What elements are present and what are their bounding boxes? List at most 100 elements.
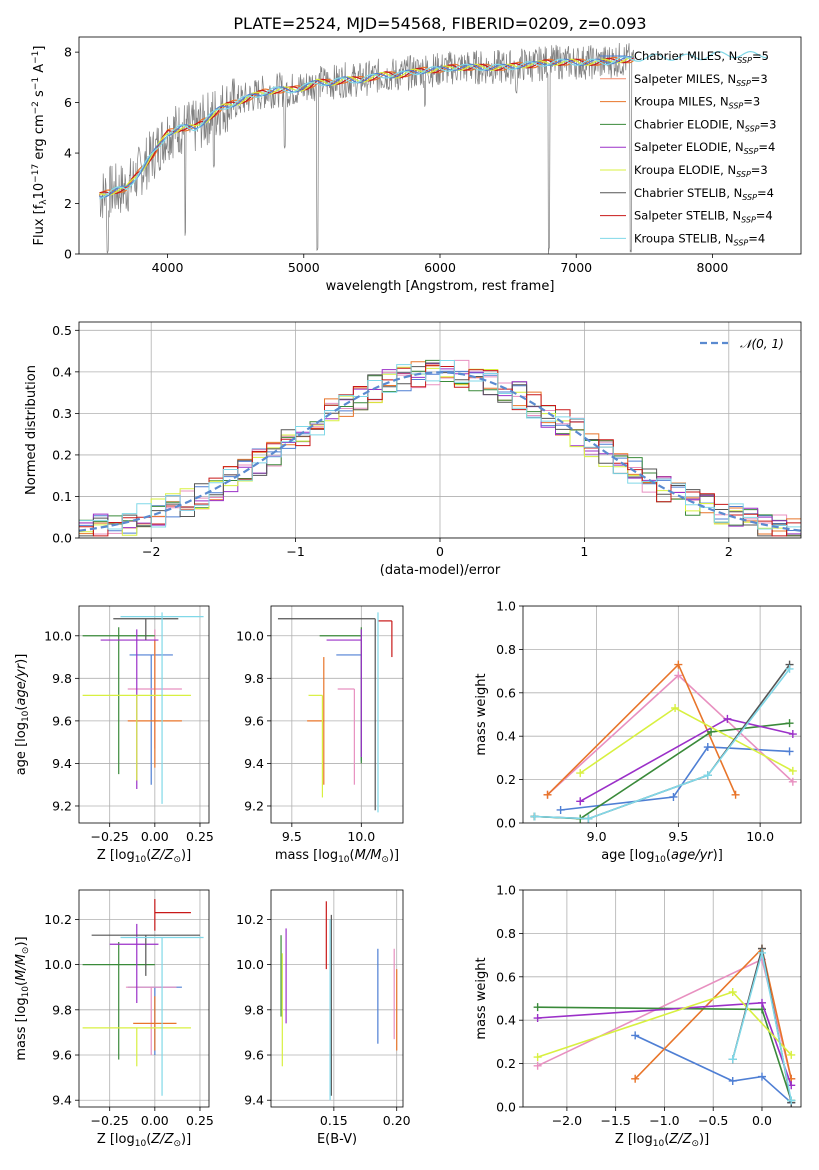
residuals-x-label: (data-model)/error [380,563,501,578]
y-tick-label: 9.6 [244,1048,264,1063]
weight-marker [788,730,797,739]
y-tick-label: 9.2 [52,798,72,813]
weight-marker [556,805,565,814]
weight-marker [543,790,552,799]
residuals-y-label: Normed distribution [24,365,39,495]
x-tick-label: −0.25 [91,1113,129,1128]
weight-series-salpeter_elodie [576,714,797,806]
weight-series-kroupa_elodie [533,987,796,1062]
x-tick-label: −2 [142,544,160,559]
y-tick-label: 9.8 [52,1002,72,1017]
z_age-plot-area [79,606,209,823]
mass-age-panel: 9.5 10.0 9.2 9.4 9.6 9.8 10.0 mass [log10(M/M⊙)… [236,605,404,865]
error-point-chabrier_stelib [277,618,376,811]
legend-label: Chabrier MILES, NSSP=5 [634,49,769,65]
error-point-kroupa_elodie [82,694,191,781]
y-tick-label: 0.0 [496,816,516,831]
axes-frame [78,605,210,824]
error-point-chabrier_stelib [91,934,200,976]
x-tick-label: −1 [286,544,304,559]
weight-marker [669,792,678,801]
x-tick-label: 9.5 [282,829,302,844]
ebv_mass-plot-area [271,890,403,1107]
mass_age-plot-area [271,606,403,823]
y-tick-label: 10.2 [44,912,72,927]
weight-marker [757,998,766,1007]
weight-series-kroupa_miles [543,660,740,799]
error-point-pink [337,688,355,785]
error-point-kroupa_elodie [308,694,324,798]
y-tick-label: 0.6 [496,685,516,700]
weight-line [579,707,794,774]
y-tick-label: 0.2 [496,1056,516,1071]
extinction-mass-panel: 0.15 0.20 9.4 9.6 9.8 10.0 10.2 E(B-V) [236,889,411,1147]
weight-marker [728,987,737,996]
x-tick-label: 8000 [697,260,729,275]
figure-title: PLATE=2524, MJD=54568, FIBERID=0209, z=0… [233,14,646,33]
error-point-kroupa_elodie [82,1027,191,1067]
weight-line [546,674,794,796]
error-point-kroupa_miles [307,657,325,785]
weight-marker [757,1072,766,1081]
error-point-pink [125,986,177,1056]
spectrum-plot-area [99,42,767,254]
weight-marker [576,797,585,806]
y-tick-label: 9.4 [244,1093,264,1108]
weight-marker [728,1055,737,1064]
spectrum-y-label: Flux [fλ10−17 erg cm−2 s−1 A−1] [31,46,49,246]
error-point-salpeter_elodie [326,629,362,758]
x-tick-label: 9.5 [668,829,688,844]
x-tick-label: 0.00 [141,829,169,844]
weight_z-x-label: Z [log10(Z/Z⊙)] [615,1132,709,1149]
error-point-salpeter_stelib [377,620,393,658]
error-point-chabrier_elodie [82,627,155,775]
weight-series-salpeter_elodie [533,998,796,1090]
x-tick-label: 0.0 [752,1113,772,1128]
y-tick-label: 0.4 [496,729,516,744]
error-point-chabrier_miles [129,654,173,785]
y-tick-label: 1.0 [496,883,516,898]
y-tick-label: 2 [64,196,72,211]
weight_age-x-label: age [log10(age/yr)] [601,848,723,865]
weight-metallicity-panel: −2.0 −1.5 −1.0 −0.5 0.0 0.0 0.2 0.4 0.6 0.8 1.0 Z [… [474,883,802,1149]
weight-marker [785,719,794,728]
y-tick-label: 9.6 [244,713,264,728]
weight-series-kroupa_stelib [530,664,794,823]
weight-marker [785,664,794,673]
weight_z-y-label: mass weight [474,957,489,1039]
weight-marker [533,1053,542,1062]
residuals-plot-area [79,322,801,538]
z_mass-plot-area [79,890,209,1107]
x-tick-label: −1.0 [649,1113,679,1128]
y-tick-label: 9.6 [52,713,72,728]
weight-marker [703,771,712,780]
spectrum-panel: 4000 5000 6000 7000 8000 0 2 4 6 8 wavelength [Ang… [31,36,802,294]
weight-age-panel: 9.0 9.5 10.0 0.0 0.2 0.4 0.6 0.8 1.0 age [log10(a… [474,599,802,865]
y-tick-label: 10.0 [236,957,264,972]
error-point-kroupa_stelib [120,612,204,804]
y-tick-label: 9.4 [52,756,72,771]
weight-marker [787,1096,796,1105]
axes-frame [78,36,802,255]
y-tick-label: 0.4 [52,364,72,379]
weight-marker [731,790,740,799]
weight-marker [533,1061,542,1070]
weight-marker [757,948,766,957]
x-tick-label: 2 [725,544,733,559]
y-tick-label: 9.6 [52,1048,72,1063]
error-point-chabrier_elodie [319,627,362,764]
x-tick-label: 0.00 [141,1113,169,1128]
y-tick-label: 0.6 [496,969,516,984]
residual-histogram-panel: −2 −1 0 1 2 0.0 0.1 0.2 0.3 0.4 0.5 (data-model)/er… [24,321,802,578]
x-tick-label: 0.15 [320,1113,348,1128]
weight-series-chabrier_elodie [530,719,794,823]
y-tick-label: 9.8 [52,671,72,686]
y-tick-label: 0.8 [496,926,516,941]
weight-marker [674,671,683,680]
observed-spectrum [99,42,635,254]
error-point-kroupa_miles [133,996,177,1051]
gaussian-curve [79,371,801,532]
error-point-kroupa_miles [127,640,182,768]
legend-label: Chabrier STELIB, NSSP=4 [634,186,774,202]
